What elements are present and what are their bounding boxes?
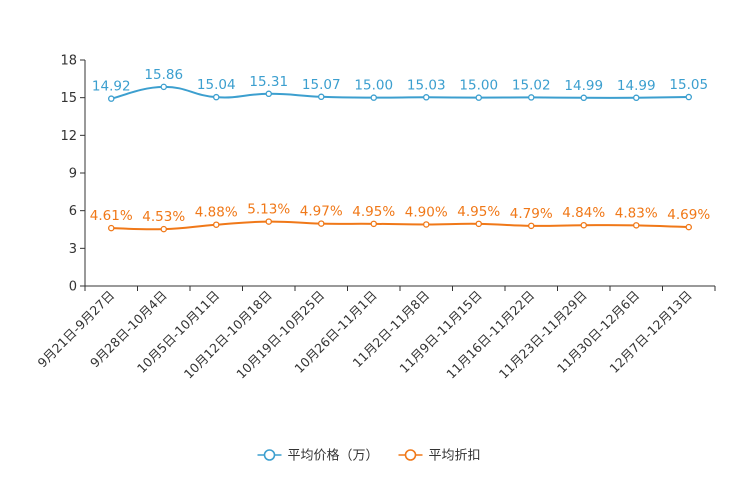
data-label: 15.03 — [407, 77, 446, 93]
data-point[interactable] — [685, 93, 693, 101]
data-label: 4.53% — [142, 209, 185, 225]
series-line — [111, 85, 689, 100]
data-point[interactable] — [633, 94, 640, 102]
data-point[interactable] — [212, 93, 220, 101]
y-tick-label: 9 — [69, 167, 77, 182]
data-point[interactable] — [370, 220, 377, 228]
data-point[interactable] — [528, 222, 535, 230]
data-point[interactable] — [475, 220, 482, 228]
data-label: 4.83% — [615, 205, 658, 221]
series-layer: 14.92 15.86 15.04 15.31 15.07 15.00 15.03 15.00… — [90, 67, 710, 233]
data-point[interactable] — [160, 83, 167, 91]
data-label: 15.86 — [144, 67, 183, 83]
data-point[interactable] — [317, 93, 325, 101]
data-point[interactable] — [265, 90, 272, 98]
x-tick-label: 11月16日-11月22日 — [443, 288, 537, 382]
data-label: 15.31 — [249, 74, 288, 90]
data-point[interactable] — [212, 221, 220, 228]
data-label: 4.97% — [300, 204, 343, 220]
y-tick-label: 3 — [69, 242, 77, 257]
data-point[interactable] — [265, 218, 272, 225]
data-label: 14.99 — [617, 78, 656, 94]
x-tick-label: 11月23日-11月29日 — [496, 288, 590, 382]
y-tick-label: 6 — [69, 204, 77, 219]
series-1: 14.92 15.86 15.04 15.31 15.07 15.00 15.03 15.00… — [92, 67, 708, 102]
data-label: 4.95% — [457, 204, 500, 220]
data-label: 15.02 — [512, 77, 551, 93]
data-label: 4.95% — [352, 204, 395, 220]
legend-label: 平均折扣 — [429, 449, 481, 464]
data-label: 4.84% — [562, 205, 605, 221]
data-point[interactable] — [160, 225, 167, 233]
data-point[interactable] — [422, 221, 430, 228]
data-label: 4.88% — [195, 205, 238, 221]
x-tick-label: 10月19日-10月25日 — [233, 288, 327, 382]
legend-label: 平均价格（万） — [288, 448, 379, 464]
data-point[interactable] — [370, 94, 377, 101]
series-line — [111, 220, 689, 231]
data-label: 15.07 — [302, 77, 341, 93]
legend-item[interactable]: 平均折扣 — [398, 449, 481, 464]
data-label: 5.13% — [247, 202, 290, 218]
data-label: 14.92 — [92, 79, 131, 95]
data-point[interactable] — [528, 94, 535, 101]
data-point[interactable] — [475, 94, 482, 101]
data-label: 14.99 — [564, 78, 603, 94]
legend[interactable]: 平均价格（万） 平均折扣 — [257, 448, 481, 464]
data-point[interactable] — [317, 220, 325, 227]
y-tick-label: 12 — [60, 129, 77, 144]
legend-marker-icon — [404, 449, 417, 461]
data-point[interactable] — [108, 224, 115, 232]
data-label: 4.90% — [405, 204, 448, 220]
data-label: 4.61% — [90, 208, 133, 224]
y-tick-label: 15 — [60, 91, 77, 106]
data-point[interactable] — [685, 223, 693, 231]
data-point[interactable] — [633, 222, 640, 229]
data-point[interactable] — [108, 95, 115, 102]
y-tick-label: 18 — [60, 54, 77, 69]
y-tick-label: 0 — [69, 280, 77, 295]
data-label: 4.79% — [510, 206, 553, 222]
data-label: 15.05 — [669, 77, 708, 93]
x-tick-label: 10月12日-10月18日 — [181, 288, 275, 382]
legend-item[interactable]: 平均价格（万） — [257, 448, 379, 464]
data-label: 4.69% — [667, 207, 710, 223]
legend-marker-icon — [263, 449, 276, 461]
data-label: 15.00 — [459, 78, 498, 94]
data-label: 15.00 — [354, 78, 393, 94]
data-point[interactable] — [580, 94, 588, 102]
series-2: 4.61% 4.53% 4.88% 5.13% 4.97% 4.95% 4.90% 4.95%… — [90, 202, 710, 233]
data-point[interactable] — [580, 221, 588, 229]
data-label: 15.04 — [197, 77, 236, 93]
data-point[interactable] — [422, 94, 430, 101]
